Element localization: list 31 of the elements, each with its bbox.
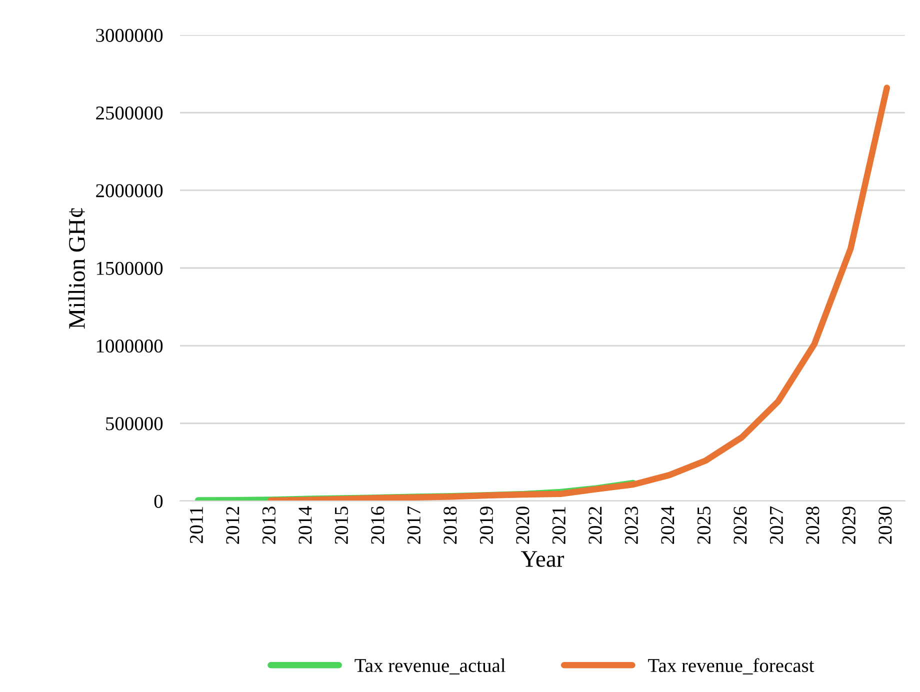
x-tick-label: 2029 [842, 506, 856, 544]
y-tick-label: 1000000 [96, 339, 163, 353]
y-axis-title: Million GH¢ [68, 208, 85, 329]
y-tick-label: 500000 [106, 417, 163, 430]
x-tick-label: 2021 [552, 507, 566, 544]
y-tick-label: 2500000 [96, 106, 163, 120]
x-axis-title: Year [521, 551, 564, 567]
x-tick-label: 2025 [697, 506, 710, 544]
x-tick-label: 2026 [734, 506, 747, 544]
x-tick-label: 2013 [262, 506, 276, 544]
x-tick-label: 2016 [371, 506, 384, 544]
x-tick-label: 2011 [190, 507, 203, 544]
legend-label: Tax revenue_forecast [648, 658, 814, 674]
legend-label: Tax revenue_actual [354, 658, 506, 674]
x-tick-label: 2024 [661, 506, 674, 544]
x-tick-label: 2027 [770, 506, 783, 544]
y-tick-label: 1500000 [96, 262, 163, 275]
x-tick-label: 2019 [480, 506, 493, 544]
x-tick-label: 2014 [298, 506, 312, 544]
x-tick-label: 2028 [806, 506, 820, 544]
x-tick-label: 2023 [624, 506, 638, 544]
x-tick-label: 2022 [588, 506, 602, 544]
x-tick-label: 2020 [516, 506, 530, 544]
x-tick-label: 2012 [226, 506, 240, 544]
x-tick-label: 2030 [878, 506, 892, 544]
x-tick-label: 2018 [444, 506, 457, 544]
y-tick-label: 0 [154, 494, 163, 508]
x-tick-label: 2015 [334, 506, 348, 544]
x-tick-label: 2017 [407, 506, 420, 544]
y-tick-label: 3000000 [96, 28, 163, 42]
y-tick-label: 2000000 [96, 184, 163, 198]
